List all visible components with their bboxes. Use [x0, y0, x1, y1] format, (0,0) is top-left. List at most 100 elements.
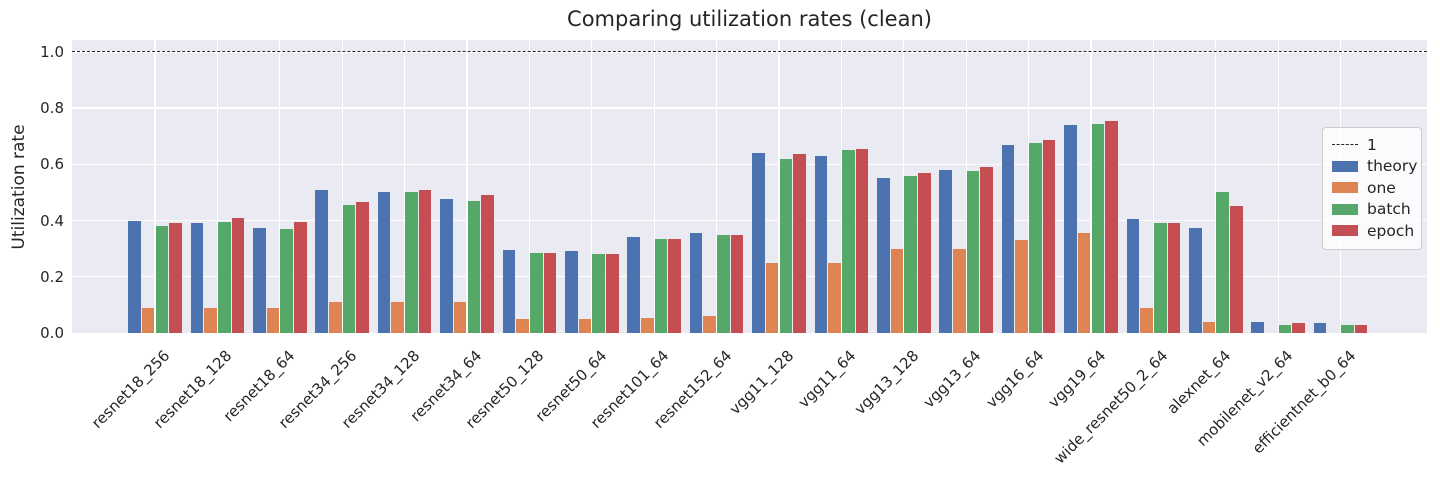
legend-item-batch: batch: [1332, 199, 1412, 221]
bar-epoch-resnet18_256: [169, 223, 182, 333]
x-gridline: [653, 40, 655, 333]
legend-dashed-line-swatch: [1332, 144, 1358, 146]
bar-theory-vgg16_64: [1001, 144, 1015, 333]
bar-theory-mobilenet_v2_64: [1251, 321, 1264, 333]
bar-epoch-vgg11_64: [855, 148, 869, 333]
legend-label: 1: [1367, 135, 1377, 154]
bar-epoch-resnet101_64: [668, 238, 682, 333]
x-gridline: [1152, 40, 1155, 333]
y-gridline: [72, 163, 1427, 165]
y-gridline: [72, 276, 1427, 278]
legend-item-epoch: epoch: [1332, 220, 1415, 242]
bar-epoch-vgg19_64: [1105, 120, 1118, 333]
x-gridline: [1027, 40, 1030, 333]
bar-epoch-vgg16_64: [1042, 140, 1056, 333]
bar-one-resnet101_64: [641, 317, 654, 333]
bar-one-resnet50_128: [516, 318, 529, 333]
bar-theory-resnet34_128: [377, 192, 391, 333]
x-gridline: [591, 40, 593, 333]
y-tick-label: 0.0: [40, 324, 64, 342]
y-tick-label: 0.4: [40, 211, 64, 230]
bar-epoch-resnet34_256: [356, 202, 370, 333]
y-gridline: [72, 219, 1427, 222]
bar-one-vgg11_64: [828, 262, 841, 333]
y-tick-label: 0.2: [40, 267, 64, 286]
legend-label: theory: [1367, 157, 1418, 176]
bar-epoch-vgg13_128: [918, 172, 931, 333]
bar-theory-vgg13_64: [939, 169, 952, 333]
bar-theory-resnet34_64: [440, 199, 453, 333]
bar-one-resnet50_64: [578, 318, 592, 333]
x-gridline: [154, 40, 156, 333]
bar-one-resnet18_128: [204, 307, 217, 333]
bar-epoch-efficientnet_b0_64: [1354, 324, 1368, 333]
bar-epoch-vgg13_64: [980, 167, 994, 333]
bar-theory-resnet18_256: [128, 220, 141, 333]
x-gridline: [279, 40, 281, 333]
x-gridline: [903, 40, 905, 333]
x-gridline: [216, 40, 219, 333]
bar-batch-vgg16_64: [1029, 143, 1042, 333]
bar-theory-resnet18_64: [252, 227, 266, 333]
legend-item-theory: theory: [1332, 156, 1417, 178]
bar-one-resnet34_256: [329, 302, 342, 333]
bar-batch-resnet18_64: [280, 228, 293, 333]
bar-one-vgg16_64: [1015, 240, 1029, 333]
bar-batch-mobilenet_v2_64: [1278, 324, 1292, 333]
bar-batch-alexnet_64: [1216, 192, 1229, 333]
x-gridline: [341, 40, 343, 333]
legend-color-swatch: [1332, 182, 1358, 194]
bar-one-vgg11_128: [765, 262, 779, 333]
bar-theory-resnet50_64: [564, 251, 578, 333]
bar-batch-resnet18_128: [217, 221, 231, 333]
bar-theory-alexnet_64: [1188, 227, 1202, 333]
legend-label: epoch: [1367, 221, 1415, 240]
y-axis-label: Utilization rate: [9, 124, 29, 250]
chart-title: Comparing utilization rates (clean): [567, 7, 932, 31]
bar-batch-vgg19_64: [1091, 123, 1105, 333]
bar-epoch-alexnet_64: [1230, 206, 1243, 333]
legend-color-swatch: [1332, 203, 1358, 215]
bar-one-wide_resnet50_2_64: [1140, 307, 1153, 333]
bar-epoch-resnet34_64: [481, 195, 494, 333]
bar-batch-vgg11_128: [779, 158, 793, 333]
bar-epoch-resnet18_64: [294, 221, 307, 333]
y-tick-label: 1.0: [40, 42, 64, 61]
bar-batch-resnet18_256: [155, 226, 169, 333]
x-gridline: [528, 40, 531, 333]
legend-color-swatch: [1332, 225, 1358, 237]
bar-batch-resnet34_256: [342, 205, 356, 333]
bar-one-resnet34_64: [453, 302, 467, 333]
x-gridline: [403, 40, 406, 333]
bar-batch-vgg13_128: [904, 175, 917, 333]
x-gridline: [778, 40, 780, 333]
x-gridline: [1215, 40, 1217, 333]
plot-area: [72, 40, 1427, 333]
bar-theory-vgg11_64: [814, 155, 828, 333]
bar-batch-efficientnet_b0_64: [1341, 324, 1354, 333]
x-gridline: [466, 40, 468, 333]
x-gridline: [715, 40, 718, 333]
bar-batch-wide_resnet50_2_64: [1153, 223, 1167, 333]
legend-label: one: [1367, 178, 1396, 197]
bar-theory-vgg13_128: [876, 178, 890, 333]
y-tick-label: 0.6: [40, 155, 64, 174]
bar-theory-resnet50_128: [502, 250, 516, 333]
bar-theory-vgg11_128: [752, 153, 765, 333]
reference-line: [72, 50, 1427, 52]
bar-batch-resnet34_128: [405, 192, 418, 333]
legend-color-swatch: [1332, 160, 1358, 172]
x-gridline: [840, 40, 843, 333]
bar-theory-vgg19_64: [1064, 124, 1077, 333]
bar-epoch-vgg11_128: [793, 154, 806, 333]
bar-batch-vgg11_64: [841, 150, 855, 333]
bar-one-alexnet_64: [1202, 321, 1216, 333]
y-tick-label: 0.8: [40, 99, 64, 118]
x-gridline: [965, 40, 967, 333]
bar-batch-resnet50_128: [529, 252, 543, 333]
bar-theory-resnet18_128: [190, 223, 204, 333]
bar-theory-wide_resnet50_2_64: [1126, 219, 1140, 333]
bar-epoch-resnet50_128: [543, 252, 557, 333]
bar-batch-resnet34_64: [467, 200, 481, 333]
